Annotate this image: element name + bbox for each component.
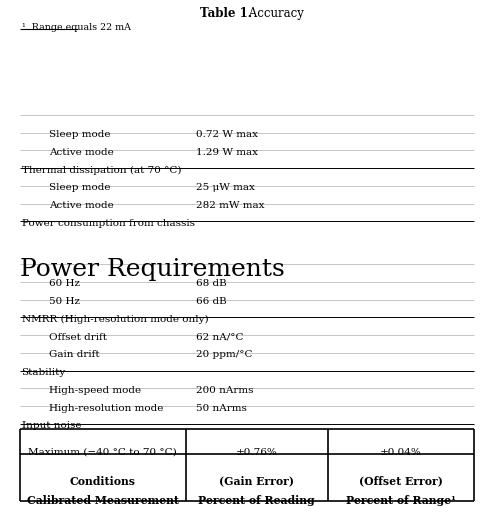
- Text: (Offset Error): (Offset Error): [358, 476, 442, 487]
- Text: 1.29 W max: 1.29 W max: [195, 148, 257, 157]
- Text: Offset drift: Offset drift: [49, 333, 107, 341]
- Text: Stability: Stability: [21, 368, 65, 377]
- Text: Power Requirements: Power Requirements: [20, 258, 284, 281]
- Text: 60 Hz: 60 Hz: [49, 279, 80, 288]
- Text: (Gain Error): (Gain Error): [219, 476, 294, 487]
- Text: 68 dB: 68 dB: [195, 279, 226, 288]
- Text: 282 mW max: 282 mW max: [195, 201, 264, 210]
- Text: 20 ppm/°C: 20 ppm/°C: [195, 350, 252, 359]
- Text: Active mode: Active mode: [49, 148, 113, 157]
- Text: 62 nA/°C: 62 nA/°C: [195, 333, 243, 341]
- Text: Maximum (−40 °C to 70 °C): Maximum (−40 °C to 70 °C): [28, 448, 177, 457]
- Text: Accuracy: Accuracy: [244, 7, 303, 20]
- Text: Active mode: Active mode: [49, 201, 113, 210]
- Text: 0.72 W max: 0.72 W max: [195, 130, 257, 139]
- Text: 50 nArms: 50 nArms: [195, 404, 246, 412]
- Text: Gain drift: Gain drift: [49, 350, 100, 359]
- Text: Input noise: Input noise: [21, 421, 81, 430]
- Text: Calibrated Measurement: Calibrated Measurement: [27, 495, 178, 506]
- Text: Sleep mode: Sleep mode: [49, 183, 110, 192]
- Text: Power consumption from chassis: Power consumption from chassis: [21, 219, 194, 228]
- Text: High-resolution mode: High-resolution mode: [49, 404, 163, 412]
- Text: Percent of Reading: Percent of Reading: [198, 495, 314, 506]
- Text: 25 μW max: 25 μW max: [195, 183, 254, 192]
- Text: Percent of Range¹: Percent of Range¹: [346, 495, 455, 506]
- Text: Thermal dissipation (at 70 °C): Thermal dissipation (at 70 °C): [21, 165, 181, 174]
- Text: NMRR (High-resolution mode only): NMRR (High-resolution mode only): [21, 315, 208, 324]
- Text: Sleep mode: Sleep mode: [49, 130, 110, 139]
- Text: Table 1.: Table 1.: [200, 7, 251, 20]
- Text: 66 dB: 66 dB: [195, 297, 226, 306]
- Text: 200 nArms: 200 nArms: [195, 386, 253, 395]
- Text: High-speed mode: High-speed mode: [49, 386, 141, 395]
- Text: 50 Hz: 50 Hz: [49, 297, 80, 306]
- Text: ±0.76%: ±0.76%: [235, 448, 277, 457]
- Text: ±0.04%: ±0.04%: [379, 448, 421, 457]
- Text: ¹  Range equals 22 mA: ¹ Range equals 22 mA: [21, 23, 130, 32]
- Text: Conditions: Conditions: [70, 476, 135, 487]
